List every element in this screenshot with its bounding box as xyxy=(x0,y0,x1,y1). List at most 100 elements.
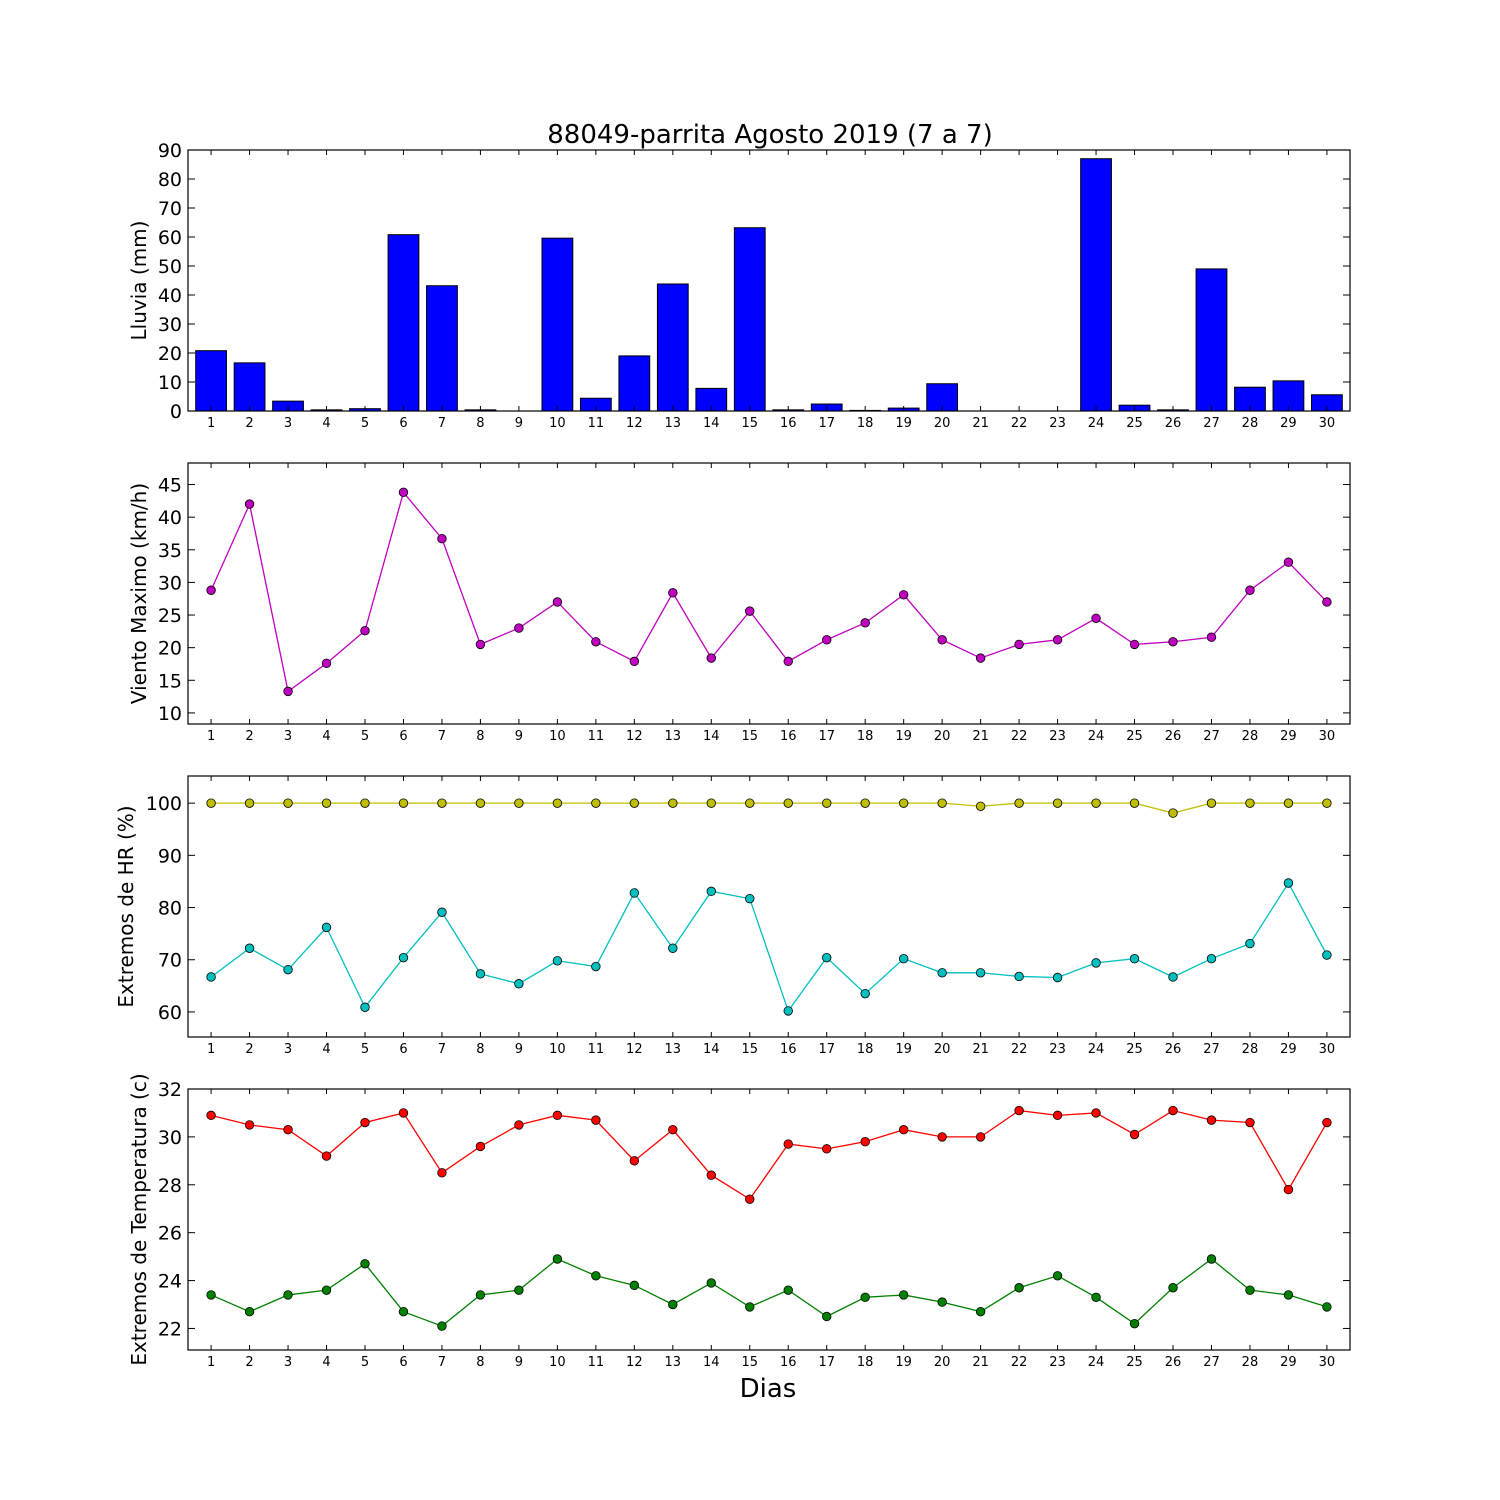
series-line-2 xyxy=(210,1258,1328,1327)
series-1-point-day-23 xyxy=(1052,798,1063,808)
y-tick-label: 25 xyxy=(158,605,182,627)
x-tick-label: 11 xyxy=(588,729,605,744)
y-axis-label: Extremos de HR (%) xyxy=(114,805,138,1007)
series-1-point-day-13 xyxy=(668,1125,678,1135)
y-tick-label: 40 xyxy=(158,507,182,529)
y-tick-label: 32 xyxy=(158,1079,182,1101)
series-1-point-day-18 xyxy=(860,618,870,628)
x-tick-label: 19 xyxy=(895,1042,912,1057)
series-2-point-day-18 xyxy=(860,1292,870,1303)
series-2-point-day-24 xyxy=(1091,958,1101,968)
x-tick-label: 28 xyxy=(1242,416,1259,431)
series-2-point-day-12 xyxy=(629,888,640,898)
x-tick-label: 19 xyxy=(895,1355,912,1370)
series-2-point-day-6 xyxy=(398,952,409,963)
series-2-point-day-9 xyxy=(514,979,524,989)
x-tick-label: 29 xyxy=(1280,416,1297,431)
series-2-point-day-8 xyxy=(475,1290,486,1300)
x-tick-label: 17 xyxy=(818,1355,835,1370)
series-1-point-day-7 xyxy=(437,798,447,808)
x-tick-label: 11 xyxy=(588,416,605,431)
x-tick-label: 24 xyxy=(1088,1355,1105,1370)
x-tick-label: 26 xyxy=(1165,416,1182,431)
series-2-point-day-30 xyxy=(1322,950,1332,960)
series-1-point-day-25 xyxy=(1129,798,1140,808)
series-2-point-day-16 xyxy=(783,1285,793,1295)
series-2-point-day-15 xyxy=(745,1302,755,1312)
x-tick-label: 13 xyxy=(665,1355,682,1370)
y-tick-label: 100 xyxy=(146,793,182,815)
x-tick-label: 26 xyxy=(1165,1042,1182,1057)
x-tick-label: 2 xyxy=(245,416,253,431)
series-1-point-day-13 xyxy=(668,798,678,808)
x-tick-label: 12 xyxy=(626,416,643,431)
panel-2: 1 2 3 4 5 6 7 8 9 10 11 12 13 14 15 16 17 18 19 20 21 22 23 24 2… xyxy=(127,462,1351,744)
series-1-point-day-28 xyxy=(1245,1117,1255,1128)
series-2-point-day-5 xyxy=(360,1259,370,1269)
x-tick-label: 9 xyxy=(515,416,523,431)
x-tick-label: 5 xyxy=(361,1042,369,1057)
x-tick-label: 28 xyxy=(1242,729,1259,744)
panels: 1 2 3 4 5 6 7 8 9 10 11 12 13 14 15 16 17 18 19 20 21 22 23 24 2… xyxy=(114,140,1351,1370)
x-tick-label: 7 xyxy=(438,1042,446,1057)
series-1-point-day-1 xyxy=(206,585,216,595)
x-tick-label: 14 xyxy=(703,729,720,744)
series-1-point-day-8 xyxy=(475,1141,486,1152)
series-2-point-day-30 xyxy=(1322,1302,1332,1312)
x-tick-label: 18 xyxy=(857,729,874,744)
series-2-point-day-27 xyxy=(1206,1254,1217,1264)
series-1-point-day-21 xyxy=(975,1132,986,1142)
series-1-point-day-10 xyxy=(552,1110,563,1121)
x-tick-label: 23 xyxy=(1049,1042,1066,1057)
x-tick-label: 12 xyxy=(626,1355,643,1370)
series-1-point-day-27 xyxy=(1206,798,1217,808)
series-2-point-day-15 xyxy=(745,893,755,904)
x-tick-label: 10 xyxy=(549,1355,566,1370)
series-1-point-day-18 xyxy=(860,798,870,808)
x-tick-label: 21 xyxy=(972,1042,989,1057)
y-tick-label: 80 xyxy=(158,898,182,920)
series-1-point-day-10 xyxy=(552,597,563,607)
y-tick-label: 0 xyxy=(170,401,182,423)
x-tick-label: 28 xyxy=(1242,1042,1259,1057)
x-tick-label: 16 xyxy=(780,729,797,744)
series-2-point-day-18 xyxy=(860,988,870,999)
series-1-point-day-4 xyxy=(321,658,332,669)
plot-frame xyxy=(187,149,1351,412)
x-tick-label: 5 xyxy=(361,416,369,431)
series-2-point-day-17 xyxy=(822,952,832,963)
series-1-point-day-30 xyxy=(1322,597,1332,607)
x-tick-label: 20 xyxy=(934,1355,951,1370)
series-1-point-day-15 xyxy=(745,606,755,616)
series-1-point-day-22 xyxy=(1014,798,1024,808)
x-tick-label: 2 xyxy=(245,729,253,744)
series-2-point-day-1 xyxy=(206,972,216,982)
x-tick-label: 20 xyxy=(934,1042,951,1057)
series-2-point-day-19 xyxy=(898,1290,909,1300)
series-1-point-day-1 xyxy=(206,798,216,808)
series-1-point-day-19 xyxy=(898,590,909,600)
series-2-point-day-28 xyxy=(1245,938,1255,949)
x-tick-label: 17 xyxy=(818,416,835,431)
x-tick-label: 7 xyxy=(438,729,446,744)
series-2-point-day-19 xyxy=(898,954,909,964)
x-tick-label: 19 xyxy=(895,416,912,431)
series-2-point-day-20 xyxy=(937,1297,947,1307)
x-tick-label: 1 xyxy=(207,1355,215,1370)
series-1-point-day-16 xyxy=(783,798,793,808)
series-2-point-day-2 xyxy=(244,1306,255,1317)
series-1-point-day-19 xyxy=(898,798,909,808)
x-tick-label: 4 xyxy=(322,1042,330,1057)
series-2-point-day-13 xyxy=(668,1299,678,1310)
x-tick-label: 1 xyxy=(207,729,215,744)
series-1-point-day-27 xyxy=(1206,1115,1217,1125)
x-tick-label: 4 xyxy=(322,729,330,744)
y-tick-label: 22 xyxy=(158,1318,182,1340)
series-1-point-day-30 xyxy=(1322,798,1332,808)
plot-frame xyxy=(187,1088,1351,1351)
x-tick-label: 27 xyxy=(1203,416,1220,431)
x-tick-label: 22 xyxy=(1011,1042,1028,1057)
series-1-point-day-1 xyxy=(206,1110,216,1121)
